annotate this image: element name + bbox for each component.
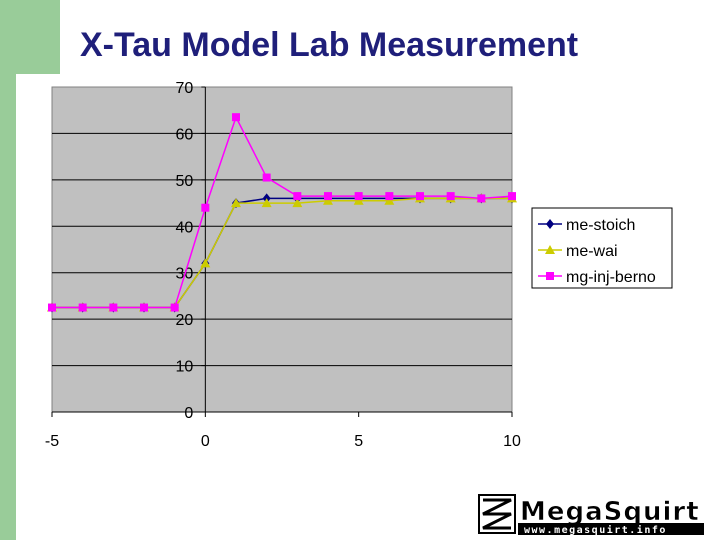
y-tick-label: 10 <box>176 359 194 376</box>
plot-area <box>51 86 513 413</box>
data-point-mg-inj-berno <box>385 192 394 201</box>
legend-marker <box>546 219 554 229</box>
legend-marker <box>546 272 554 280</box>
data-point-mg-inj-berno <box>508 192 516 201</box>
y-tick-label: 0 <box>184 405 193 422</box>
data-point-me-wai <box>384 195 395 205</box>
megasquirt-logo: MegaSquirt www.megasquirt.info <box>478 494 704 536</box>
data-point-mg-inj-berno <box>293 192 302 201</box>
data-point-mg-inj-berno <box>262 173 271 182</box>
data-point-me-wai <box>292 198 303 208</box>
data-point-mg-inj-berno <box>109 303 118 312</box>
y-tick-label: 70 <box>176 80 194 97</box>
data-point-mg-inj-berno <box>477 194 486 203</box>
accent-bar-top <box>0 0 60 74</box>
data-point-me-wai <box>353 195 364 205</box>
legend-box <box>531 207 673 289</box>
legend-label: me-stoich <box>566 217 635 234</box>
x-tick-label: 5 <box>354 433 363 450</box>
data-point-mg-inj-berno <box>324 192 332 201</box>
x-tick-label: 10 <box>503 433 521 450</box>
data-point-me-wai <box>200 258 211 268</box>
data-point-mg-inj-berno <box>170 303 179 312</box>
data-point-mg-inj-berno <box>354 192 363 201</box>
y-tick-label: 20 <box>176 312 194 329</box>
data-point-mg-inj-berno <box>446 192 455 201</box>
data-point-mg-inj-berno <box>201 203 210 212</box>
data-point-mg-inj-berno <box>48 303 56 312</box>
data-point-mg-inj-berno <box>232 113 240 122</box>
legend-label: mg-inj-berno <box>566 269 656 286</box>
accent-bar-left <box>0 74 16 540</box>
data-point-mg-inj-berno <box>140 303 148 312</box>
data-point-mg-inj-berno <box>416 192 424 201</box>
logo-url-text: www.megasquirt.info <box>524 524 667 536</box>
x-tick-label: -5 <box>45 433 59 450</box>
y-tick-label: 40 <box>176 219 194 236</box>
x-tick-label: 0 <box>201 433 210 450</box>
legend-marker <box>545 245 555 254</box>
slide-title: X-Tau Model Lab Measurement <box>80 26 579 64</box>
y-tick-label: 50 <box>176 173 194 190</box>
y-tick-label: 60 <box>176 126 194 143</box>
data-point-mg-inj-berno <box>78 303 87 312</box>
data-point-me-wai <box>323 195 333 205</box>
data-point-me-wai <box>231 198 241 208</box>
data-point-me-wai <box>261 198 272 208</box>
legend-label: me-wai <box>566 243 618 260</box>
series-line-mg-inj-berno <box>52 115 513 309</box>
logo-main-text: MegaSquirt <box>520 497 700 527</box>
